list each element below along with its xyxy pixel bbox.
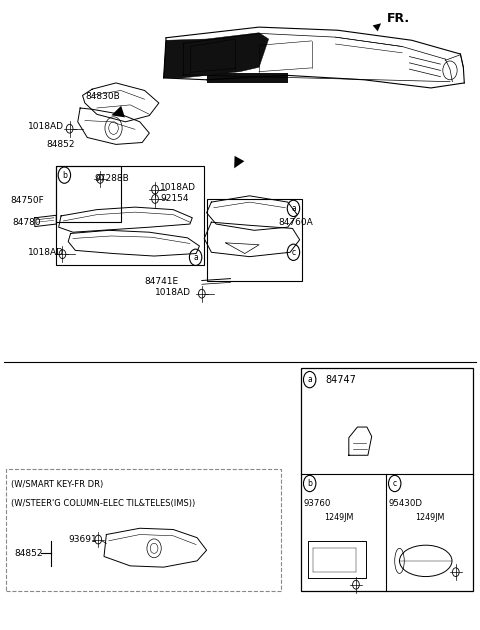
Text: 1018AD: 1018AD: [28, 122, 64, 131]
Text: c: c: [393, 479, 397, 488]
Text: 84747: 84747: [325, 375, 356, 384]
Text: 95430D: 95430D: [388, 499, 422, 508]
Polygon shape: [206, 73, 288, 83]
Polygon shape: [164, 33, 269, 78]
Text: 84780: 84780: [12, 218, 40, 227]
Text: 92154: 92154: [160, 194, 189, 203]
Text: a: a: [307, 375, 312, 384]
Text: 84760A: 84760A: [278, 218, 313, 227]
Text: 1018AD: 1018AD: [155, 288, 191, 297]
Text: 1018AD: 1018AD: [28, 248, 64, 257]
Text: 1249JM: 1249JM: [324, 513, 353, 522]
Text: 84750F: 84750F: [10, 197, 44, 205]
Text: b: b: [62, 171, 67, 180]
Text: a: a: [291, 204, 296, 213]
Text: 84741E: 84741E: [144, 277, 179, 286]
Text: 84830B: 84830B: [85, 92, 120, 101]
Text: (W/SMART KEY-FR DR): (W/SMART KEY-FR DR): [11, 480, 103, 489]
Text: (W/STEER'G COLUMN-ELEC TIL&TELES(IMS)): (W/STEER'G COLUMN-ELEC TIL&TELES(IMS)): [11, 499, 195, 508]
Text: 84852: 84852: [15, 549, 43, 558]
Text: 1018AD: 1018AD: [160, 183, 196, 192]
Text: 93760: 93760: [303, 499, 331, 508]
Text: c: c: [291, 248, 296, 257]
Text: 1249JM: 1249JM: [415, 513, 444, 522]
Text: FR.: FR.: [387, 12, 410, 25]
Text: a: a: [193, 253, 198, 262]
Text: 97288B: 97288B: [95, 174, 129, 183]
Text: 93691: 93691: [68, 535, 97, 544]
Text: 84852: 84852: [47, 140, 75, 149]
Polygon shape: [164, 40, 183, 78]
Text: b: b: [307, 479, 312, 488]
